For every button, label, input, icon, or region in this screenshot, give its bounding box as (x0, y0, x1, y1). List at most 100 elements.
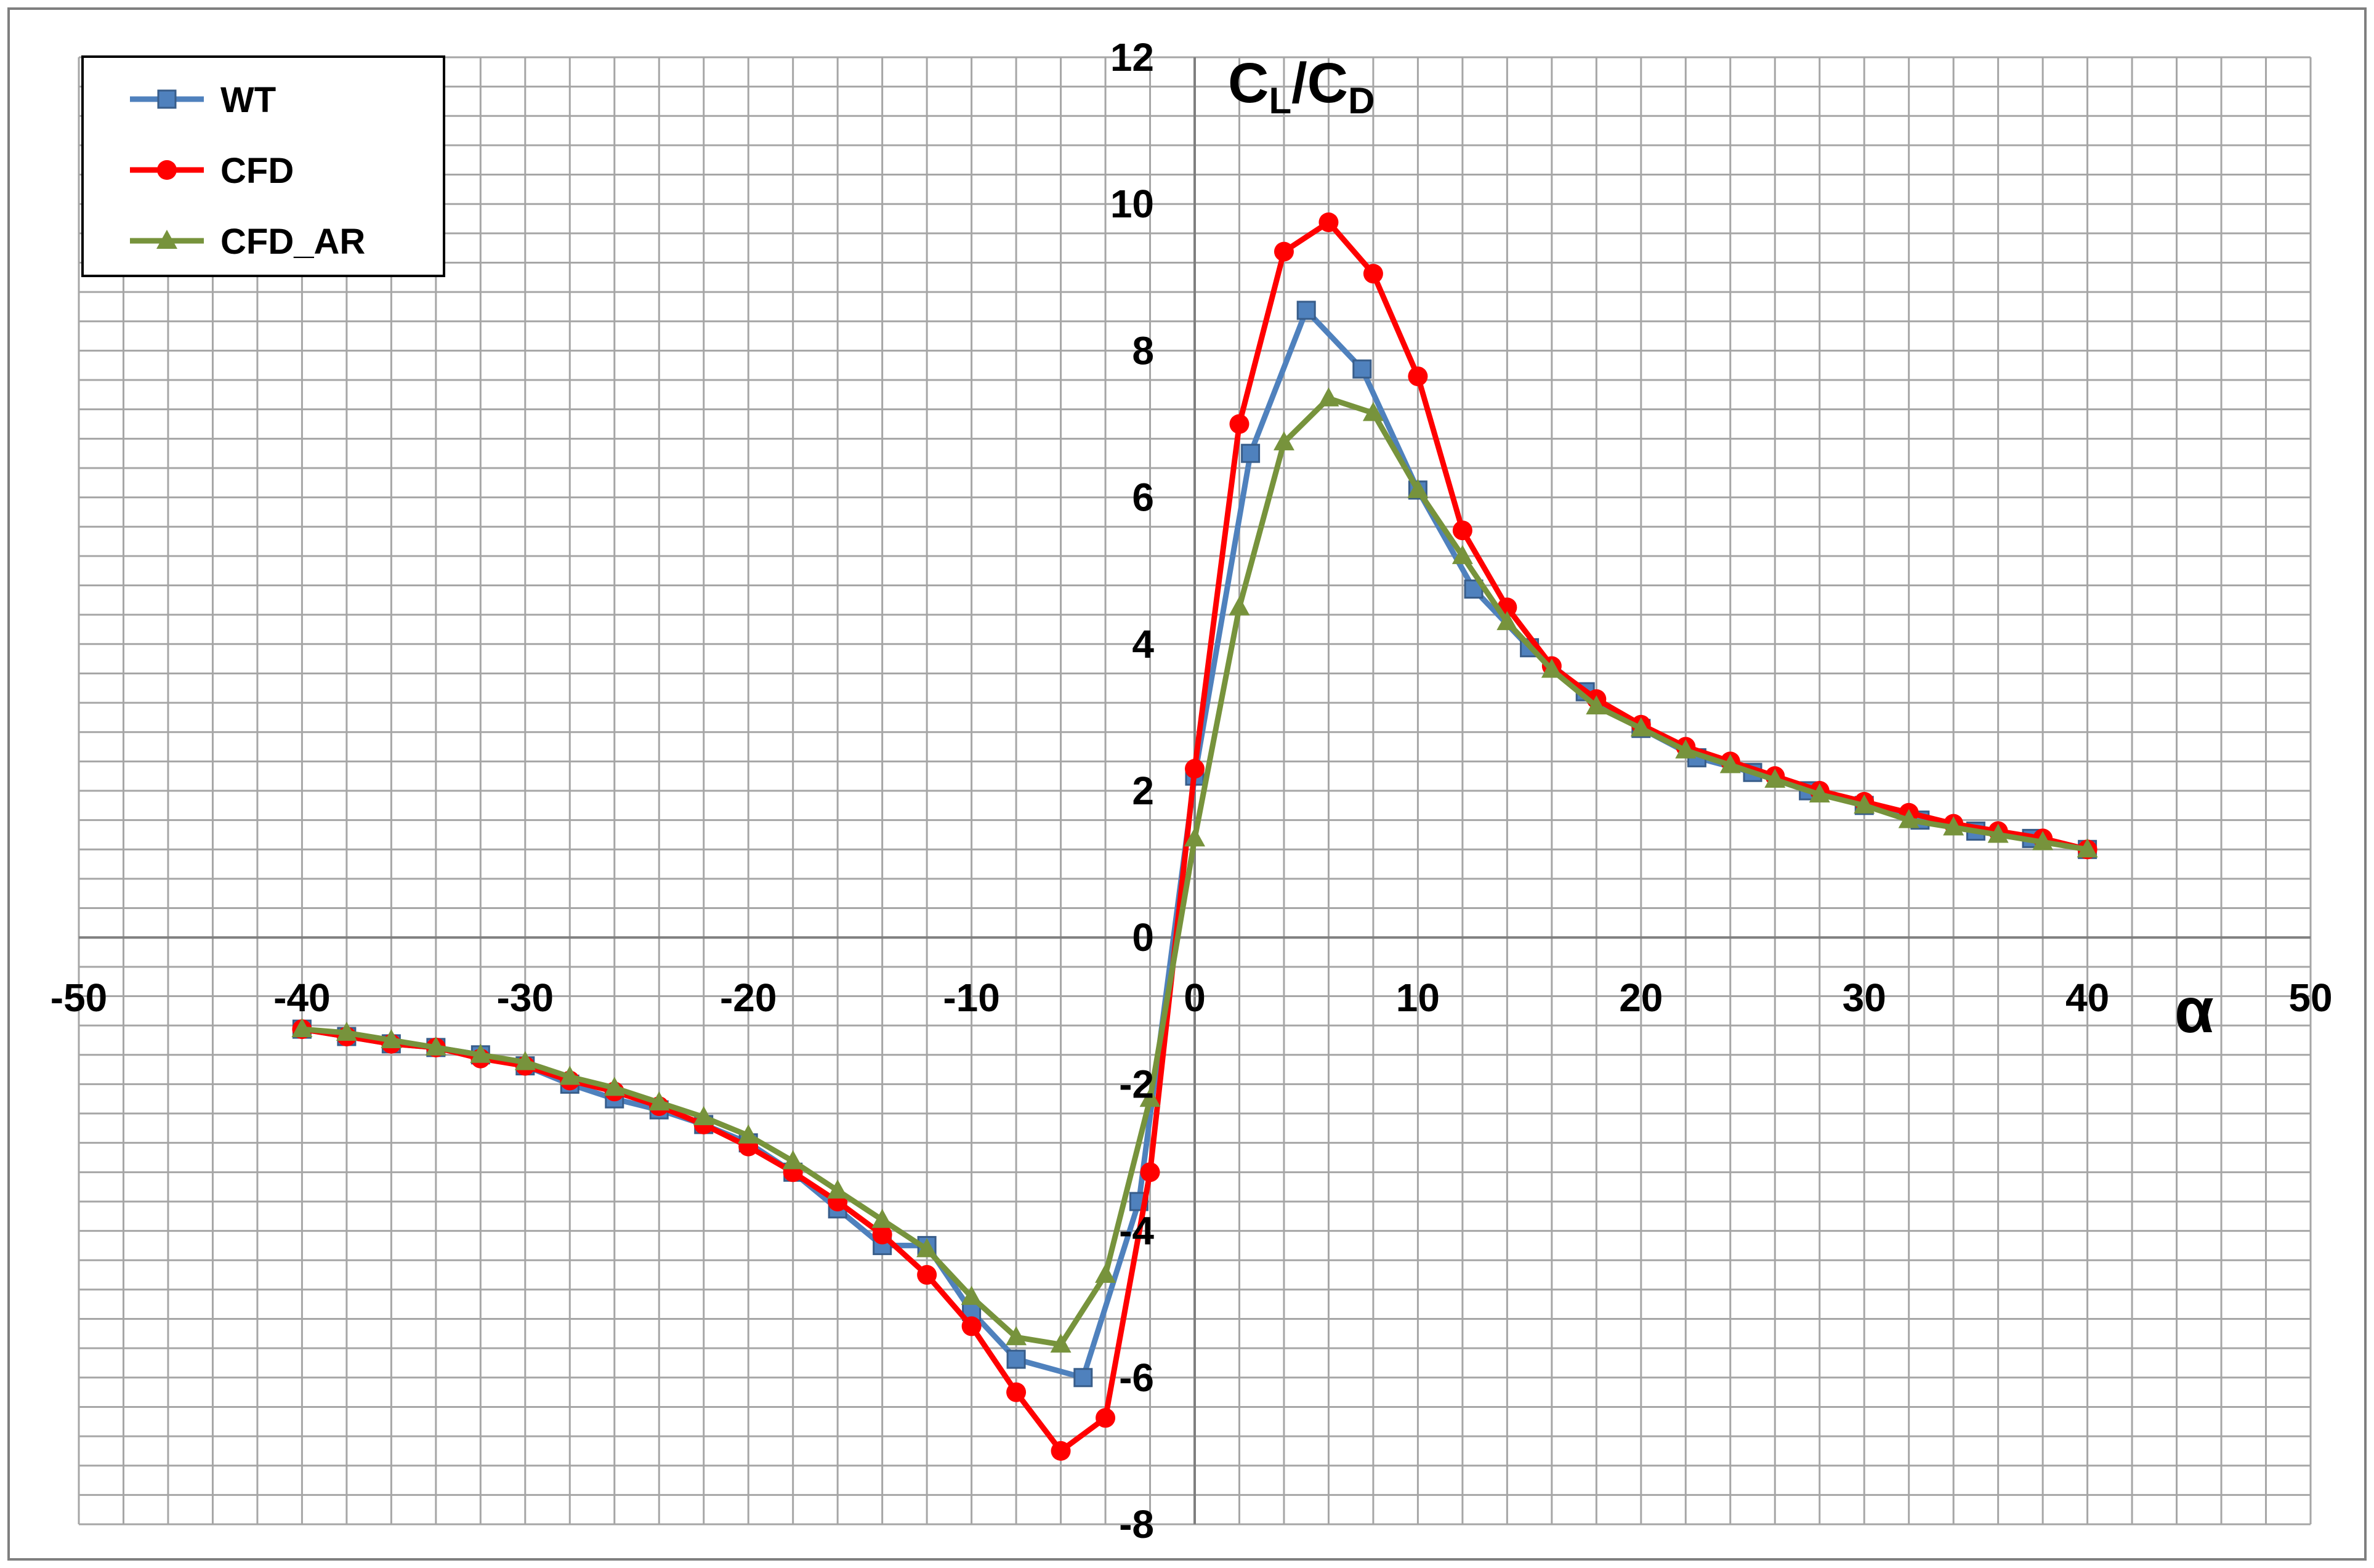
data-point-cfd-ar (425, 1036, 446, 1056)
data-point-cfd (1096, 1408, 1116, 1428)
y-axis-title-c1: C (1228, 52, 1269, 115)
x-tick-label: 0 (1184, 976, 1206, 1020)
x-tick-label: -30 (497, 976, 554, 1020)
data-point-cfd-ar (961, 1285, 982, 1305)
data-point-cfd (1140, 1162, 1160, 1182)
data-point-cfd-ar (1675, 739, 1697, 759)
data-point-cfd-ar (2077, 838, 2098, 858)
data-point-cfd (1185, 759, 1205, 779)
data-point-cfd (1006, 1382, 1027, 1402)
data-point-cfd-ar (470, 1043, 491, 1063)
y-axis-title-sub1: L (1269, 80, 1291, 121)
legend-marker (156, 230, 177, 249)
data-point-cfd (1274, 241, 1294, 262)
legend-item-cfd: CFD (130, 151, 294, 191)
data-point-cfd-ar (1362, 402, 1384, 421)
x-tick-label: -40 (273, 976, 331, 1020)
data-point-cfd-ar (782, 1150, 804, 1170)
y-tick-label: 6 (1132, 475, 1154, 520)
y-tick-label: -4 (1119, 1209, 1154, 1253)
data-point-cfd-ar (1095, 1264, 1116, 1283)
y-axis-title: CL/CD (1228, 52, 1375, 121)
x-tick-label: 40 (2065, 976, 2109, 1020)
x-tick-label: 30 (1843, 976, 1886, 1020)
legend-marker (157, 160, 177, 180)
data-point-cfd-ar (1050, 1333, 1072, 1353)
data-point-wt (1296, 301, 1316, 320)
y-tick-label: 10 (1110, 182, 1154, 226)
legend: WT CFD CFD_AR (81, 55, 445, 277)
chart-svg: CL/CD α -50 -40 -30 -20 -10 0 10 20 30 40 50-8-6-4… (50, 35, 2333, 1546)
data-point-cfd (872, 1224, 892, 1245)
legend-items: WT CFD CFD_AR (130, 80, 365, 262)
data-point-cfd-ar (1854, 794, 1875, 814)
data-point-wt (1241, 443, 1261, 463)
x-tick-label: -10 (943, 976, 1000, 1020)
data-point-cfd-ar (1006, 1326, 1027, 1346)
y-tick-label: 12 (1110, 35, 1154, 79)
y-axis-title-slash: / (1291, 52, 1307, 115)
data-point-cfd-ar (1541, 658, 1562, 678)
data-point-cfd-ar (693, 1105, 714, 1125)
data-point-cfd-ar (1318, 387, 1339, 406)
data-point-cfd-ar (1764, 769, 1786, 788)
data-point-cfd (1452, 520, 1472, 541)
data-point-cfd (1229, 414, 1250, 434)
x-tick-label: 10 (1396, 976, 1440, 1020)
data-point-cfd-ar (1586, 695, 1607, 715)
legend-marker (157, 89, 177, 109)
x-tick-label: 20 (1619, 976, 1663, 1020)
data-point-cfd-ar (1139, 1088, 1161, 1107)
x-axis-title: α (2174, 975, 2214, 1046)
legend-item-wt: WT (130, 80, 276, 120)
data-point-cfd-ar (1184, 827, 1205, 847)
data-point-cfd-ar (336, 1022, 357, 1041)
y-tick-label: 0 (1132, 915, 1154, 960)
data-point-cfd (1408, 366, 1428, 387)
series-cfd-ar (291, 387, 2098, 1353)
legend-item-cfd-ar: CFD_AR (130, 222, 365, 262)
data-point-cfd (917, 1265, 937, 1285)
x-tick-label: -20 (720, 976, 777, 1020)
data-point-cfd-ar (648, 1091, 670, 1111)
data-point-cfd-ar (559, 1065, 581, 1085)
y-tick-label: 8 (1132, 328, 1154, 373)
y-tick-label: -2 (1119, 1062, 1154, 1106)
data-point-cfd-ar (827, 1179, 849, 1199)
data-point-cfd-ar (1273, 431, 1294, 451)
data-point-cfd-ar (1898, 809, 1920, 828)
data-point-cfd-ar (1451, 544, 1473, 564)
data-point-cfd (1051, 1441, 1071, 1461)
data-point-cfd-ar (1229, 596, 1250, 616)
data-point-cfd-ar (916, 1238, 938, 1258)
data-point-cfd-ar (381, 1028, 402, 1048)
y-tick-label: -8 (1119, 1502, 1154, 1546)
y-tick-label: 2 (1132, 769, 1154, 813)
legend-label: WT (220, 80, 276, 120)
x-tick-label: 50 (2288, 976, 2332, 1020)
data-point-cfd (961, 1316, 982, 1336)
data-point-cfd-ar (1496, 611, 1518, 631)
legend-label: CFD_AR (220, 222, 365, 262)
data-point-cfd (1363, 264, 1383, 284)
y-tick-label: -6 (1119, 1356, 1154, 1400)
data-point-wt (1073, 1368, 1093, 1388)
data-point-cfd (1318, 212, 1339, 232)
data-point-cfd-ar (514, 1051, 536, 1070)
data-point-wt (1006, 1349, 1026, 1369)
y-tick-label: 4 (1132, 622, 1154, 666)
data-point-cfd-ar (738, 1124, 759, 1144)
data-point-cfd-ar (291, 1018, 313, 1038)
data-point-cfd-ar (1943, 816, 1964, 836)
y-axis-title-c2: C (1307, 52, 1348, 115)
x-tick-label: -50 (50, 976, 108, 1020)
y-axis-title-sub2: D (1348, 80, 1375, 121)
data-point-cfd-ar (871, 1208, 893, 1228)
data-point-cfd-ar (2032, 831, 2054, 851)
chart-frame: CL/CD α -50 -40 -30 -20 -10 0 10 20 30 40 50 -8 -6 -4… (7, 7, 2367, 1561)
series-layer (291, 212, 2098, 1461)
legend-label: CFD (220, 151, 294, 191)
data-point-cfd-ar (1407, 479, 1429, 498)
data-point-cfd-ar (1630, 717, 1652, 737)
data-point-cfd-ar (1719, 754, 1741, 774)
